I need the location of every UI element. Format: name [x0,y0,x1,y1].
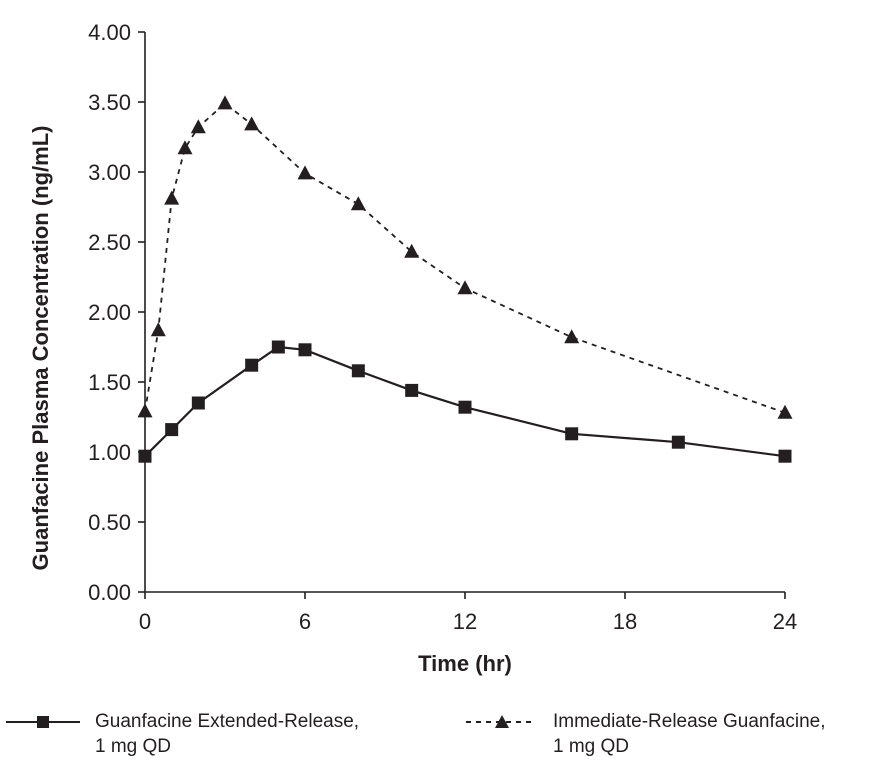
y-tick-label: 2.50 [88,230,131,255]
axes [144,32,785,593]
data-point-triangle [190,119,206,134]
data-point-triangle [457,280,473,295]
data-point-triangle [297,165,313,180]
data-point-triangle [244,116,260,131]
data-point-square [191,396,205,410]
data-point-triangle [217,95,233,110]
solid-line-square-marker-icon [6,716,80,728]
legend-label-immediate-release-line2: 1 mg QD [553,736,630,757]
y-tick-label: 0.00 [88,580,131,605]
data-point-triangle [177,140,193,155]
data-point-square [245,358,259,372]
dashed-line-triangle-marker-icon [466,715,536,728]
data-point-triangle [164,190,180,205]
y-tick-label: 2.00 [88,300,131,325]
legend-label-immediate-release-line1: Immediate-Release Guanfacine, [553,711,826,732]
data-point-square [671,435,685,449]
x-tick-label: 0 [139,609,151,634]
data-point-triangle [564,329,580,344]
series-extended-release [138,340,792,463]
data-point-triangle [777,404,793,419]
data-point-square [298,343,312,357]
x-tick-label: 18 [613,609,637,634]
data-point-square [271,340,285,354]
data-point-triangle [150,322,166,337]
data-point-square [138,449,152,463]
y-axis-ticks: 0.00 0.50 1.00 1.50 2.00 2.50 3.00 3.50 4.00 [88,20,145,605]
series-layer [137,95,793,463]
y-tick-label: 3.00 [88,160,131,185]
x-tick-label: 6 [299,609,311,634]
legend-label-extended-release-line1: Guanfacine Extended-Release, [95,711,360,732]
y-tick-label: 4.00 [88,20,131,45]
data-point-square [405,383,419,397]
data-point-square [778,449,792,463]
y-tick-label: 1.50 [88,370,131,395]
x-axis-ticks: 0 6 12 18 24 [139,592,797,634]
y-tick-label: 0.50 [88,510,131,535]
series-immediate-release [137,95,793,419]
series-line [144,102,786,414]
data-point-square [458,400,472,414]
legend-label-extended-release-line2: 1 mg QD [95,736,172,757]
y-tick-label: 3.50 [88,90,131,115]
data-point-square [165,423,179,437]
data-point-triangle [350,196,366,211]
x-tick-label: 24 [773,609,797,634]
data-point-square [565,427,579,441]
y-axis-title: Guanfacine Plasma Concentration (ng/mL) [28,126,53,571]
data-point-square [351,364,365,378]
data-point-triangle [404,243,420,258]
x-axis-title: Time (hr) [418,651,512,676]
data-point-triangle [137,403,153,418]
y-tick-label: 1.00 [88,440,131,465]
x-tick-label: 12 [453,609,477,634]
